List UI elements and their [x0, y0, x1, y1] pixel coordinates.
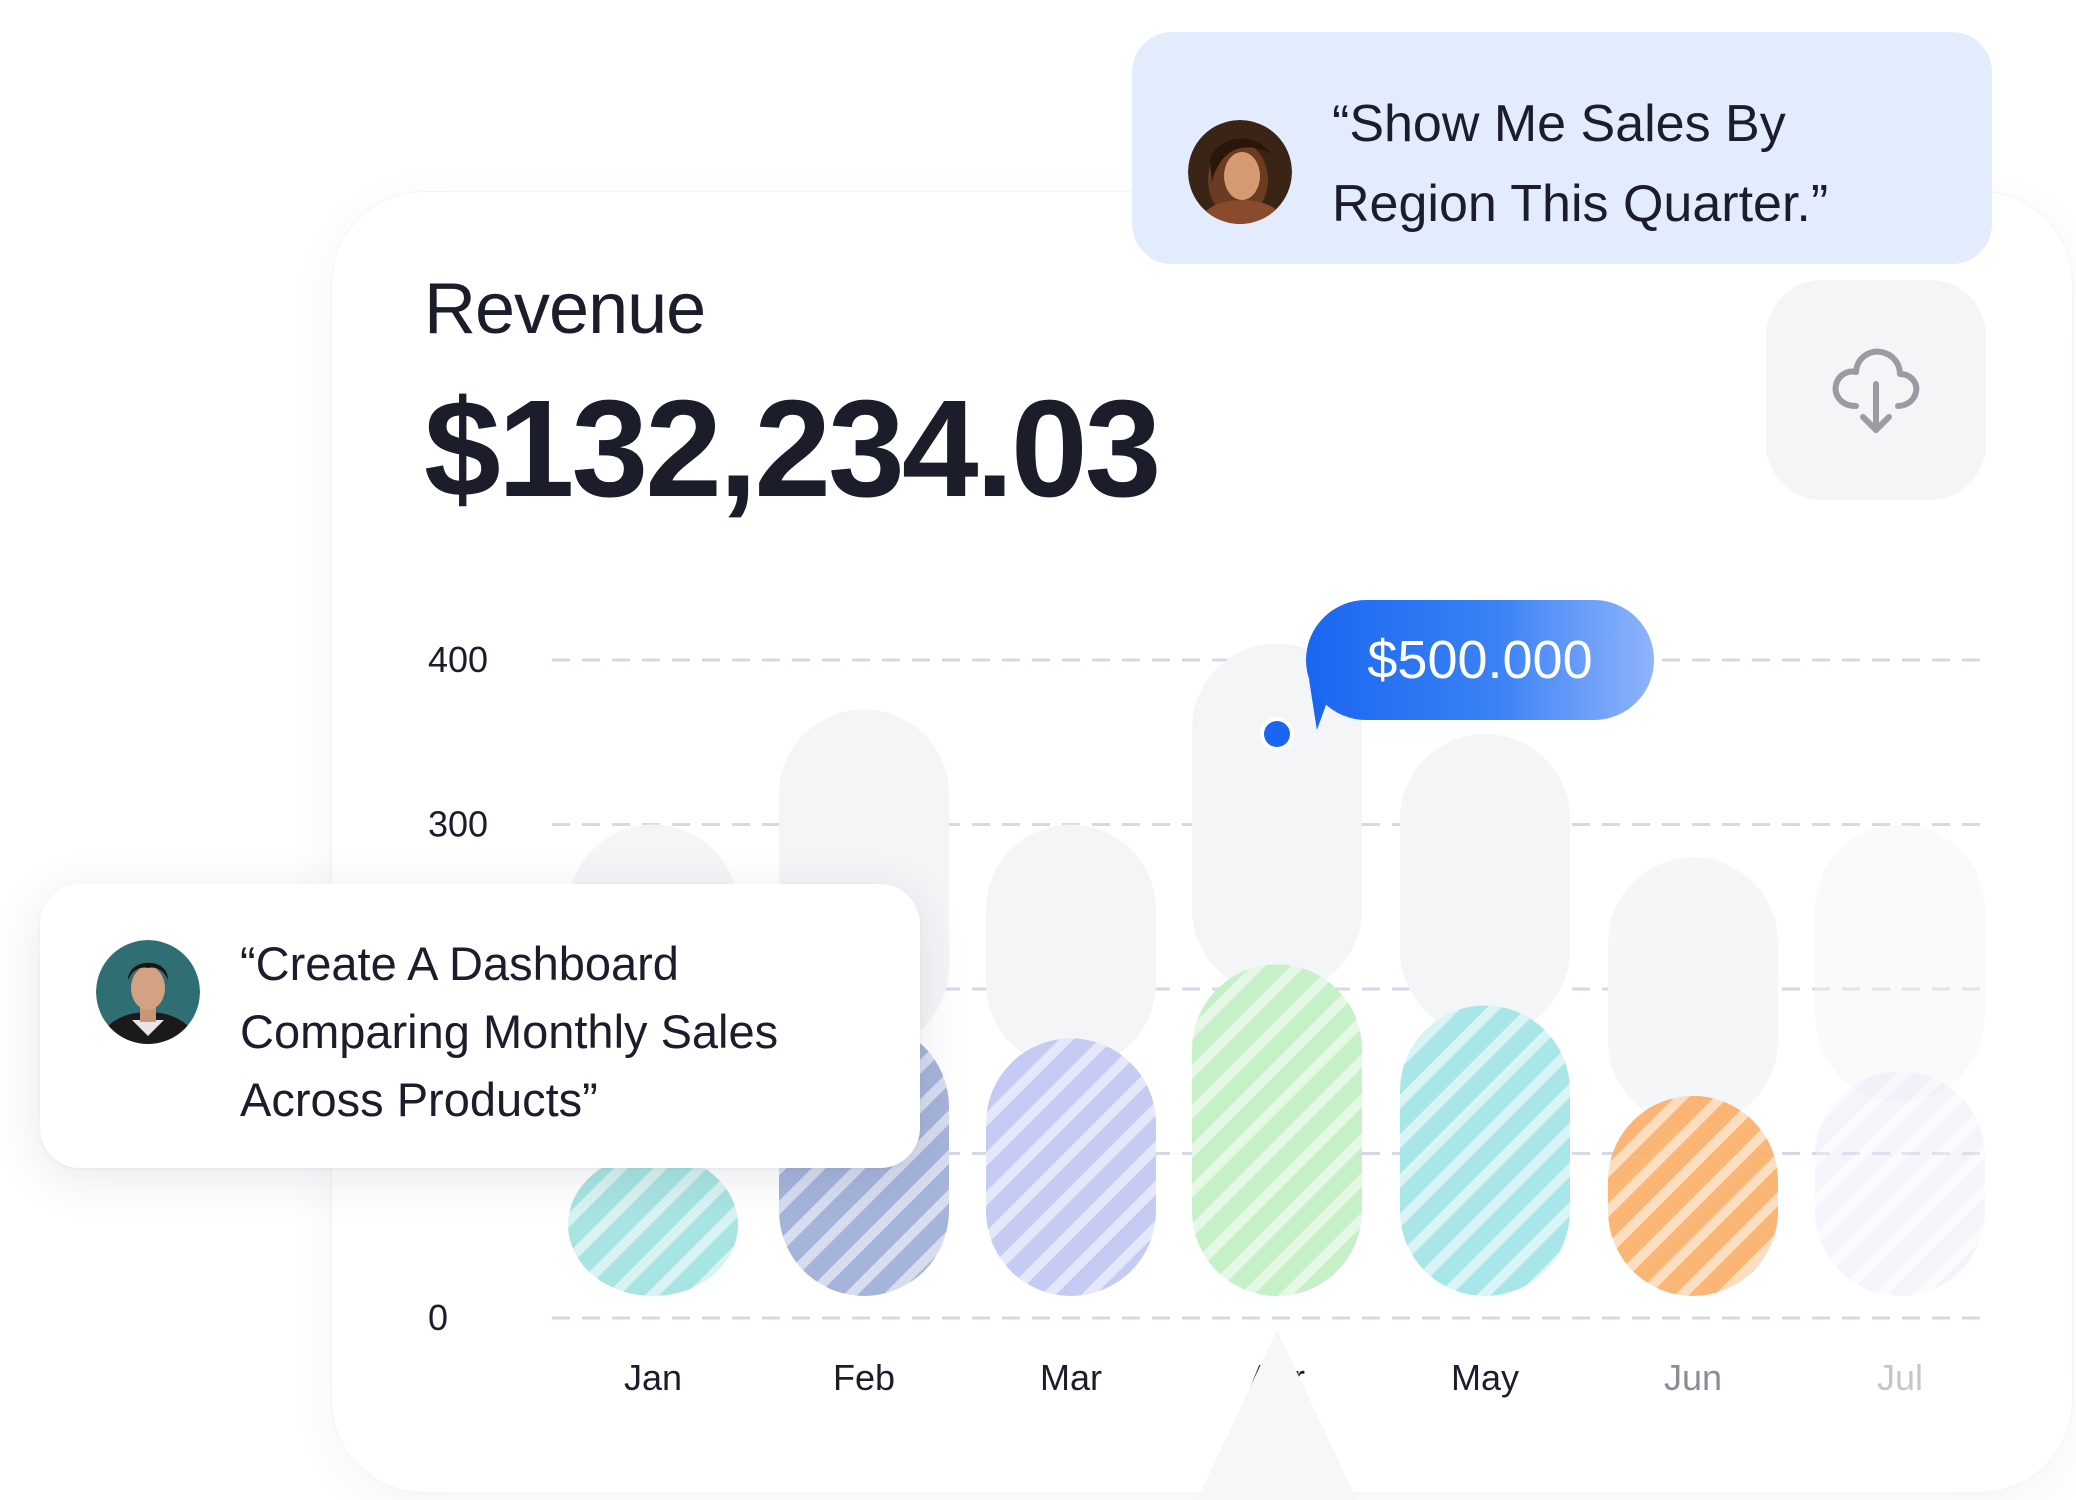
bar-value-jul[interactable] [1815, 1071, 1985, 1296]
user-avatar-man [96, 940, 200, 1044]
bar-value-apr[interactable] [1192, 964, 1362, 1296]
x-tick-label: Mar [1040, 1357, 1102, 1398]
highlight-dot[interactable] [1264, 721, 1290, 748]
chat-bubble-left[interactable]: “Create A Dashboard Comparing Monthly Sa… [40, 884, 920, 1168]
y-tick-label: 0 [428, 1297, 448, 1338]
bar-value-may[interactable] [1400, 1005, 1570, 1296]
page-title: Revenue [424, 269, 706, 349]
user-avatar-woman [1188, 120, 1292, 224]
x-tick-label: May [1451, 1357, 1519, 1398]
bar-value-jun[interactable] [1608, 1095, 1778, 1296]
bar-total-jul[interactable] [1815, 824, 1985, 1102]
chat-bubble-top[interactable]: “Show Me Sales By Region This Quarter.” [1132, 32, 1992, 264]
value-tooltip: $500.000 [1306, 600, 1654, 720]
cloud-download-icon [1832, 348, 1920, 433]
bar-total-jun[interactable] [1608, 857, 1778, 1126]
selection-pointer [1197, 1330, 1357, 1500]
y-tick-label: 400 [428, 639, 488, 680]
chat-prompt-left: “Create A Dashboard Comparing Monthly Sa… [240, 937, 779, 1126]
revenue-amount: $132,234.03 [424, 372, 1161, 526]
x-tick-label: Jan [624, 1357, 682, 1398]
bar-value-jan[interactable] [568, 1153, 738, 1297]
bar-value-mar[interactable] [986, 1038, 1156, 1296]
x-tick-label: Jul [1877, 1357, 1923, 1398]
x-tick-label: Jun [1664, 1357, 1722, 1398]
bar-total-may[interactable] [1400, 734, 1570, 1036]
chat-prompt-top: “Show Me Sales By Region This Quarter.” [1332, 95, 1829, 233]
y-tick-label: 300 [428, 804, 488, 845]
bar-total-mar[interactable] [986, 824, 1156, 1069]
bar-total-apr[interactable] [1192, 643, 1362, 995]
x-tick-label: Feb [833, 1357, 895, 1398]
download-button[interactable] [1766, 280, 1986, 500]
